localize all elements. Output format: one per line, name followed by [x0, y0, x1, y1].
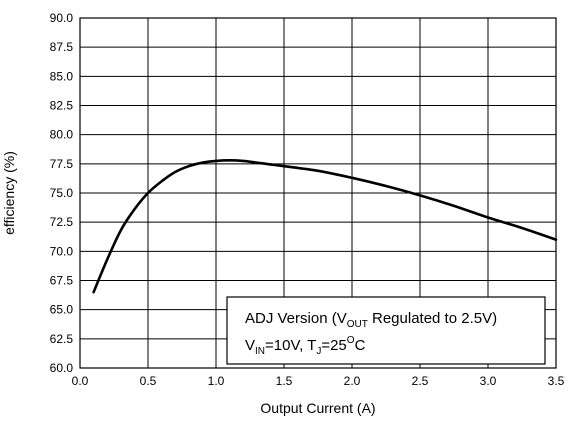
- annotation-line2-deg: O: [347, 335, 355, 346]
- y-tick-label: 70.0: [50, 244, 74, 258]
- annotation-line2-v-sub: IN: [255, 346, 265, 357]
- efficiency-curve: [92, 159, 558, 294]
- y-tick-label: 65.0: [50, 303, 74, 317]
- x-tick-label: 3.0: [480, 374, 497, 388]
- x-tick-label: 1.0: [208, 374, 225, 388]
- y-tick-label: 82.5: [50, 99, 74, 113]
- y-tick-label: 77.5: [50, 157, 74, 171]
- y-tick-label: 67.5: [50, 274, 74, 288]
- annotation-line1-prefix: ADJ Version (V: [245, 310, 347, 327]
- y-tick-label: 85.0: [50, 69, 74, 83]
- y-tick-label: 60.0: [50, 361, 74, 375]
- annotation-line2-unit: C: [355, 337, 366, 354]
- x-tick-label: 2.0: [344, 374, 361, 388]
- annotation-line2-mid: =10V, T: [265, 337, 316, 354]
- annotation-line2-temp: =25: [321, 337, 346, 354]
- y-tick-labels: 60.0 62.5 65.0 67.5 70.0 72.5 75.0 77.5 80.0 82.5…: [50, 11, 74, 375]
- annotation-line-2: VIN=10V, TJ=25OC: [245, 335, 366, 357]
- y-axis-label: efficiency (%): [1, 151, 17, 235]
- y-tick-label: 87.5: [50, 40, 74, 54]
- y-tick-label: 80.0: [50, 128, 74, 142]
- y-tick-label: 62.5: [50, 332, 74, 346]
- x-tick-label: 3.5: [548, 374, 565, 388]
- x-tick-labels: 0.0 0.5 1.0 1.5 2.0 2.5 3.0 3.5: [72, 374, 565, 388]
- annotation-line2-v: V: [245, 337, 255, 354]
- annotation-line-1: ADJ Version (VOUT Regulated to 2.5V): [245, 310, 497, 330]
- annotation-frame: [226, 296, 546, 365]
- x-tick-label: 1.5: [276, 374, 293, 388]
- x-tick-label: 0.5: [140, 374, 157, 388]
- annotation-line1-suffix: Regulated to 2.5V): [368, 310, 497, 327]
- y-tick-label: 72.5: [50, 215, 74, 229]
- annotation-line2-t-sub: J: [316, 346, 321, 357]
- annotation-box: ADJ Version (VOUT Regulated to 2.5V) VIN…: [226, 296, 546, 365]
- x-tick-label: 2.5: [412, 374, 429, 388]
- annotation-line1-sub: OUT: [347, 319, 368, 330]
- y-tick-label: 75.0: [50, 186, 74, 200]
- plot-frame: [79, 17, 557, 369]
- x-axis-label: Output Current (A): [260, 400, 375, 416]
- x-tick-label: 0.0: [72, 374, 89, 388]
- y-tick-label: 90.0: [50, 11, 74, 25]
